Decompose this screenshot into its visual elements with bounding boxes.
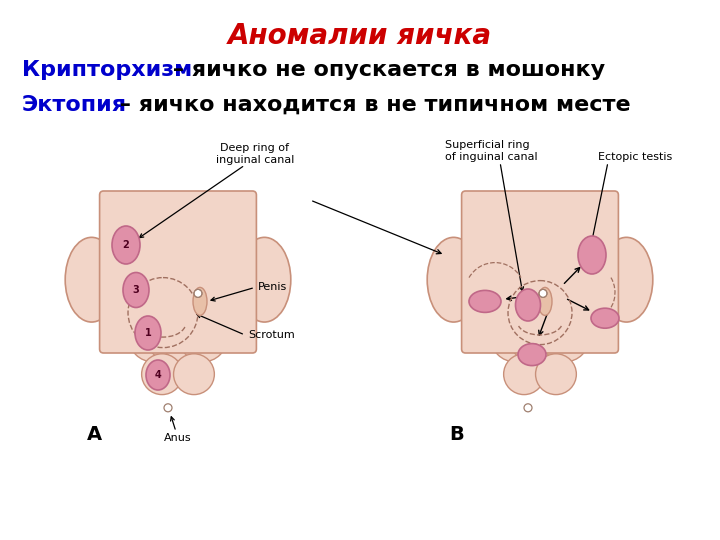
Circle shape [491, 314, 539, 362]
Text: Superficial ring
of inguinal canal: Superficial ring of inguinal canal [445, 140, 538, 162]
Text: Anus: Anus [164, 433, 192, 443]
Circle shape [523, 314, 571, 362]
Circle shape [524, 404, 532, 412]
Circle shape [147, 314, 195, 362]
Ellipse shape [112, 226, 140, 264]
Ellipse shape [518, 343, 546, 366]
Text: Deep ring of
inguinal canal: Deep ring of inguinal canal [216, 144, 294, 165]
Text: Крипторхизм: Крипторхизм [22, 60, 192, 80]
Text: Аномалии яичка: Аномалии яичка [228, 22, 492, 50]
Text: 4: 4 [155, 370, 161, 380]
Ellipse shape [66, 238, 118, 322]
Ellipse shape [193, 287, 207, 315]
Circle shape [129, 314, 177, 362]
Circle shape [509, 314, 557, 362]
Ellipse shape [146, 360, 170, 390]
Circle shape [194, 289, 202, 298]
Text: A: A [87, 424, 102, 443]
Ellipse shape [591, 308, 619, 328]
Text: Scrotum: Scrotum [248, 330, 294, 340]
Text: – яичко находится в не типичном месте: – яичко находится в не типичном месте [112, 95, 631, 115]
Text: Penis: Penis [258, 282, 287, 292]
Text: – яичко не опускается в мошонку: – яичко не опускается в мошонку [165, 60, 605, 80]
Text: 2: 2 [122, 240, 130, 250]
Circle shape [142, 354, 182, 395]
Circle shape [179, 314, 227, 362]
Circle shape [164, 404, 172, 412]
Ellipse shape [600, 238, 653, 322]
Text: Эктопия: Эктопия [22, 95, 127, 115]
Ellipse shape [538, 287, 552, 315]
Text: 3: 3 [132, 285, 140, 295]
Text: Ectopic testis: Ectopic testis [598, 152, 672, 162]
Ellipse shape [578, 236, 606, 274]
Circle shape [161, 314, 209, 362]
Circle shape [504, 354, 544, 395]
FancyBboxPatch shape [99, 191, 256, 353]
Ellipse shape [516, 289, 541, 321]
FancyBboxPatch shape [462, 191, 618, 353]
Circle shape [539, 289, 547, 298]
Circle shape [174, 354, 215, 395]
Circle shape [536, 354, 577, 395]
Ellipse shape [469, 291, 501, 313]
Text: B: B [449, 424, 464, 443]
Circle shape [541, 314, 589, 362]
Ellipse shape [123, 273, 149, 307]
Text: 1: 1 [145, 328, 151, 338]
Ellipse shape [238, 238, 291, 322]
Ellipse shape [135, 316, 161, 350]
Ellipse shape [427, 238, 480, 322]
